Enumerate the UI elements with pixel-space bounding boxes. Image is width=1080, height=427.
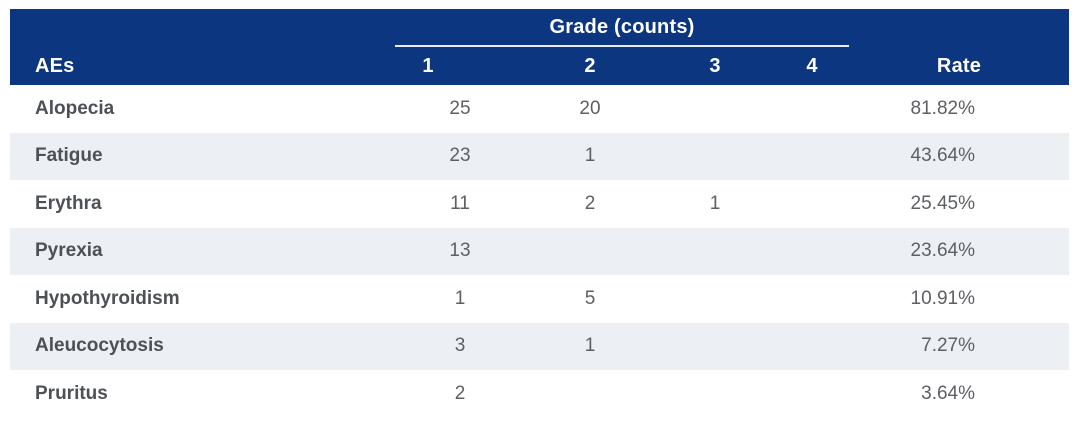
rate-value: 81.82% — [910, 97, 975, 119]
rate-value: 3.64% — [921, 382, 975, 404]
grade-2-count: 5 — [584, 287, 596, 309]
grade-4-count — [775, 180, 849, 228]
grade-3-count — [655, 85, 775, 133]
rate-value: 10.91% — [910, 287, 975, 309]
grade-3-count — [655, 323, 775, 371]
header-spacer-rate — [849, 9, 1069, 47]
grade-1-count: 23 — [449, 145, 471, 167]
grade-4-count — [775, 85, 849, 133]
grade-3-count — [655, 228, 775, 276]
grade-4-count — [775, 228, 849, 276]
grade-2-count: 20 — [579, 97, 601, 119]
ae-name: Hypothyroidism — [35, 287, 180, 309]
ae-name: Erythra — [35, 192, 102, 214]
grade-3-count — [655, 370, 775, 418]
table-row: Pruritus 2 3.64% — [10, 370, 1069, 418]
table-header: Grade (counts) AEs 1 2 3 4 Rate — [10, 9, 1069, 85]
grade-4-count — [775, 275, 849, 323]
table-row: Erythra 11 2 1 25.45% — [10, 180, 1069, 228]
column-header-grade-3: 3 — [709, 54, 721, 77]
grade-2-count — [525, 370, 655, 418]
grade-3-count — [655, 133, 775, 181]
ae-name: Alopecia — [35, 97, 115, 119]
column-header-grade-2: 2 — [584, 54, 596, 77]
column-header-aes: AEs — [35, 54, 75, 77]
table-header-group-row: Grade (counts) — [10, 9, 1069, 47]
grade-1-count: 13 — [449, 240, 471, 262]
rate-value: 25.45% — [910, 192, 975, 214]
grade-1-count: 2 — [454, 382, 466, 404]
table-row: Alopecia 25 20 81.82% — [10, 85, 1069, 133]
rate-value: 43.64% — [910, 145, 975, 167]
column-header-rate: Rate — [936, 54, 982, 77]
ae-name: Pyrexia — [35, 240, 103, 262]
grade-4-count — [775, 133, 849, 181]
grade-counts-group-header: Grade (counts) — [395, 9, 849, 47]
table-header-columns-row: AEs 1 2 3 4 Rate — [10, 47, 1069, 85]
grade-1-count: 1 — [454, 287, 466, 309]
grade-2-count: 1 — [584, 145, 596, 167]
adverse-events-table: Grade (counts) AEs 1 2 3 4 Rate Alopecia… — [10, 9, 1069, 418]
table-row: Fatigue 23 1 43.64% — [10, 132, 1069, 181]
table-row: Aleucocytosis 3 1 7.27% — [10, 322, 1069, 371]
grade-1-count: 3 — [454, 335, 466, 357]
ae-name: Pruritus — [35, 382, 108, 404]
table-row: Pyrexia 13 23.64% — [10, 227, 1069, 276]
grade-4-count — [775, 323, 849, 371]
grade-2-count: 2 — [584, 192, 596, 214]
grade-2-count — [525, 228, 655, 276]
grade-3-count: 1 — [709, 192, 721, 214]
grade-2-count: 1 — [584, 335, 596, 357]
header-spacer-aes — [10, 9, 395, 47]
grade-1-count: 11 — [450, 192, 470, 214]
grade-4-count — [775, 370, 849, 418]
column-header-grade-4: 4 — [806, 54, 818, 77]
rate-value: 7.27% — [921, 335, 975, 357]
table-body: Alopecia 25 20 81.82% Fatigue 23 1 43.64… — [10, 85, 1069, 418]
ae-name: Fatigue — [35, 145, 103, 167]
grade-1-count: 25 — [449, 97, 471, 119]
grade-3-count — [655, 275, 775, 323]
column-header-grade-1: 1 — [422, 54, 434, 77]
table-row: Hypothyroidism 1 5 10.91% — [10, 275, 1069, 323]
rate-value: 23.64% — [910, 240, 975, 262]
ae-name: Aleucocytosis — [35, 335, 164, 357]
